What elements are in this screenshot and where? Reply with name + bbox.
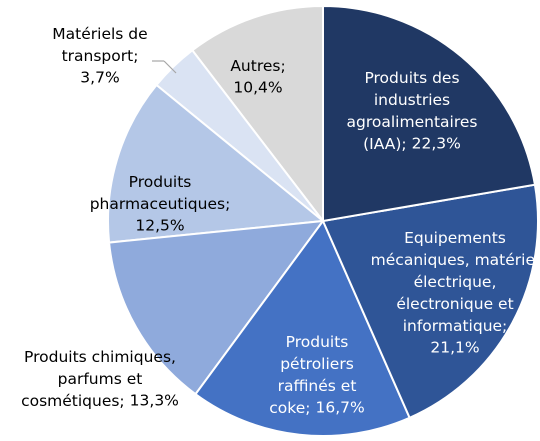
slice — [107, 83, 326, 244]
slice-label: Equipements mécaniques, matériel électriqu… — [371, 229, 540, 335]
value-label: 13,3% — [130, 392, 179, 410]
slice-label: Matériels de transport; — [52, 25, 147, 65]
slice-label: Produits des industries agroalimentaires (I… — [347, 69, 478, 153]
slice-label: Produits chimiques, parfums et cosmétiques… — [21, 348, 176, 410]
value-label: 12,5% — [135, 217, 184, 235]
slice — [107, 219, 326, 396]
value-label: 21,1% — [430, 339, 479, 357]
value-label: 3,7% — [80, 69, 119, 87]
slice-label: Produits pharmaceutiques; — [90, 173, 231, 213]
slice-label: Produits pétroliers raffinés et coke; — [269, 333, 356, 417]
value-label: 10,4% — [233, 79, 282, 97]
slice — [190, 4, 324, 224]
slice — [321, 183, 539, 420]
slice-label: Autres; — [230, 57, 285, 75]
value-label: 16,7% — [315, 399, 364, 417]
slice — [194, 219, 411, 437]
value-label: 22,3% — [412, 135, 461, 153]
slice — [322, 4, 537, 223]
leader-line — [163, 60, 177, 74]
